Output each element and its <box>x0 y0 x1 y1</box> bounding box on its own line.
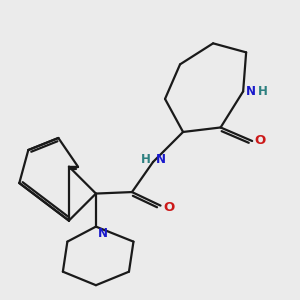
Text: H: H <box>258 85 267 98</box>
Text: H: H <box>141 153 151 166</box>
Text: N: N <box>245 85 256 98</box>
Text: N: N <box>155 153 165 166</box>
Text: O: O <box>255 134 266 148</box>
Text: N: N <box>98 227 107 240</box>
Text: O: O <box>163 201 174 214</box>
